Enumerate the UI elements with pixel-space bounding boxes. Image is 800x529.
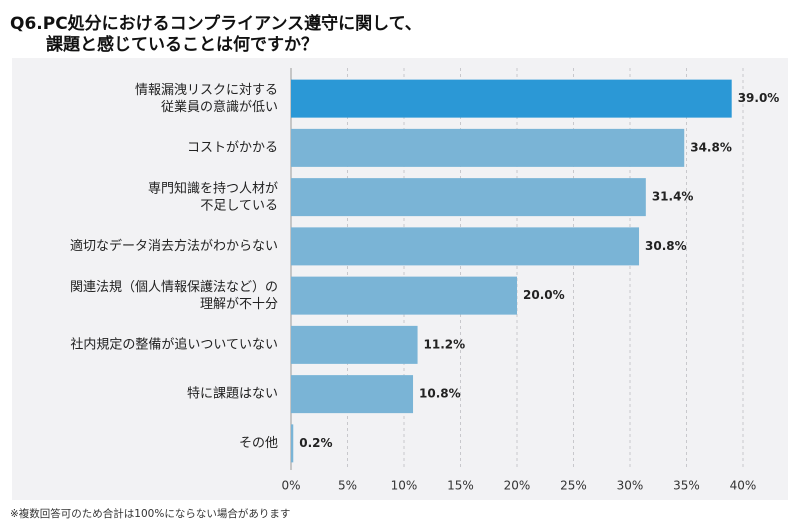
bar	[291, 276, 517, 315]
x-tick-label: 5%	[338, 479, 357, 493]
bar	[291, 128, 685, 167]
category-label: 適切なデータ消去方法がわからない	[70, 238, 278, 254]
category-label: 情報漏洩リスクに対する従業員の意識が低い	[135, 82, 278, 115]
x-tick-label: 25%	[560, 479, 587, 493]
value-label: 31.4%	[652, 190, 694, 204]
category-label: コストがかかる	[187, 140, 278, 155]
value-label: 30.8%	[645, 239, 687, 253]
footnote: ※複数回答可のため合計は100%にならない場合があります	[10, 507, 290, 520]
bar	[291, 375, 414, 414]
category-label: 社内規定の整備が追いついていない	[70, 336, 278, 352]
value-label: 34.8%	[690, 140, 732, 154]
x-tick-label: 10%	[391, 479, 418, 493]
x-tick-label: 15%	[447, 479, 474, 493]
value-label: 39.0%	[738, 91, 780, 105]
x-tick-label: 20%	[504, 479, 531, 493]
chart-title: Q6.PC処分におけるコンプライアンス遵守に関して、課題と感じていることは何です…	[10, 13, 422, 55]
value-label: 11.2%	[424, 337, 466, 351]
bar	[291, 325, 418, 364]
bar	[291, 79, 732, 118]
bar	[291, 178, 646, 217]
x-tick-label: 0%	[281, 479, 300, 493]
value-label: 10.8%	[419, 387, 461, 401]
value-label: 20.0%	[523, 288, 565, 302]
x-tick-label: 30%	[617, 479, 644, 493]
x-tick-label: 35%	[673, 479, 700, 493]
x-tick-label: 40%	[730, 479, 757, 493]
bar	[291, 227, 640, 266]
bar	[291, 424, 294, 463]
category-label: 関連法規（個人情報保護法など）の理解が不十分	[70, 279, 278, 312]
category-label: 特に課題はない	[187, 386, 278, 402]
category-label: 専門知識を持つ人材が不足している	[148, 180, 278, 213]
category-label: その他	[239, 436, 278, 451]
value-label: 0.2%	[299, 436, 332, 450]
